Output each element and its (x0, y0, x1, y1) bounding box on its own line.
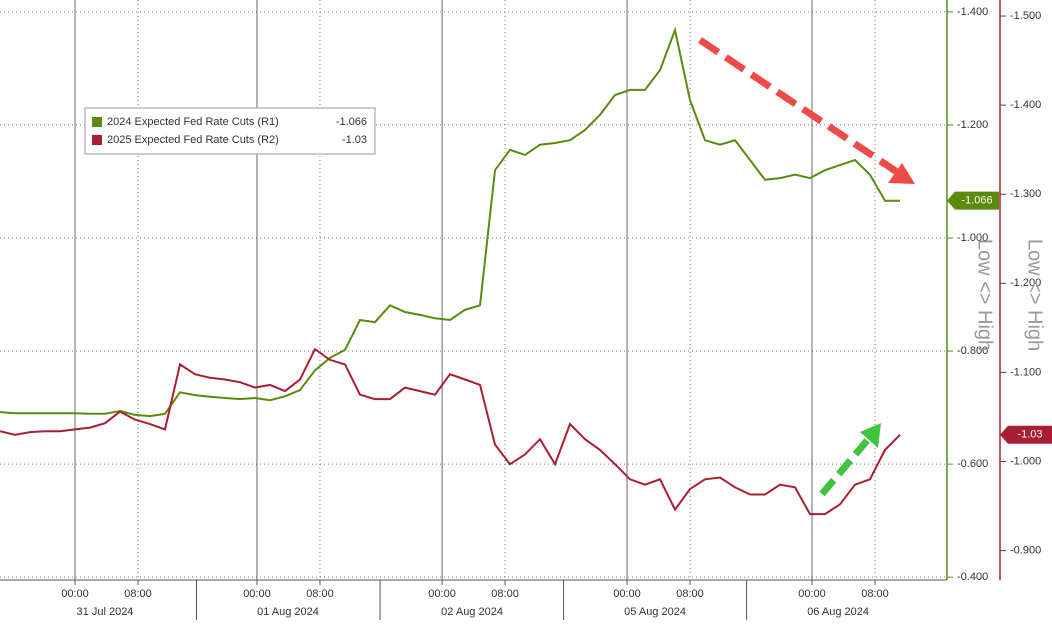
annotation-arrow (819, 434, 873, 497)
y2-tick-label: -1.400 (1010, 99, 1041, 111)
y-axis-label: Low <> High (974, 239, 996, 351)
series-line (0, 26, 900, 418)
y2-tick-label: -1.000 (1010, 455, 1041, 467)
x-tick-label: 08:00 (491, 588, 519, 600)
y2-tick-label: -1.300 (1010, 188, 1041, 200)
y2-tick-label: -1.200 (1010, 277, 1041, 289)
date-label: 02 Aug 2024 (441, 606, 503, 618)
y2-tick-label: -0.900 (1010, 545, 1041, 557)
x-tick-label: 00:00 (61, 588, 89, 600)
y-tick-label: -0.400 (957, 571, 988, 583)
annotation-arrowhead (860, 423, 881, 448)
date-label: 31 Jul 2024 (77, 606, 134, 618)
last-value-label: -1.03 (1017, 429, 1042, 441)
x-tick-label: 00:00 (613, 588, 641, 600)
y-tick-label: -1.200 (957, 119, 988, 131)
y2-axis-label: Low <> High (1024, 239, 1046, 351)
annotation-arrow (698, 37, 902, 177)
last-value-label: -1.066 (961, 195, 992, 207)
x-tick-label: 00:00 (428, 588, 456, 600)
date-label: 05 Aug 2024 (624, 606, 686, 618)
legend-swatch (92, 117, 102, 127)
date-label: 01 Aug 2024 (257, 606, 319, 618)
x-tick-label: 08:00 (124, 588, 152, 600)
date-label: 06 Aug 2024 (807, 606, 869, 618)
y-tick-label: -1.000 (957, 232, 988, 244)
last-value-tag (947, 191, 999, 210)
y2-tick-label: -1.500 (1010, 10, 1041, 22)
y-tick-label: -1.400 (957, 6, 988, 18)
x-tick-label: 00:00 (798, 588, 826, 600)
legend-label: 2025 Expected Fed Rate Cuts (R2) (107, 134, 279, 146)
y-tick-label: -0.800 (957, 345, 988, 357)
legend-swatch (92, 135, 102, 145)
x-tick-label: 08:00 (676, 588, 704, 600)
legend-box (84, 107, 376, 155)
plot-layer (0, 0, 1006, 620)
x-tick-label: 08:00 (306, 588, 334, 600)
legend-value: -1.03 (342, 134, 367, 146)
series-line (0, 347, 901, 516)
legend-label: 2024 Expected Fed Rate Cuts (R1) (107, 116, 279, 128)
x-tick-label: 00:00 (243, 588, 271, 600)
y2-tick-label: -1.100 (1010, 366, 1041, 378)
y-tick-label: -0.600 (957, 458, 988, 470)
annotation-arrowhead (888, 163, 915, 184)
last-value-tag (1000, 425, 1052, 444)
x-tick-label: 08:00 (861, 588, 889, 600)
legend-value: -1.066 (336, 116, 367, 128)
